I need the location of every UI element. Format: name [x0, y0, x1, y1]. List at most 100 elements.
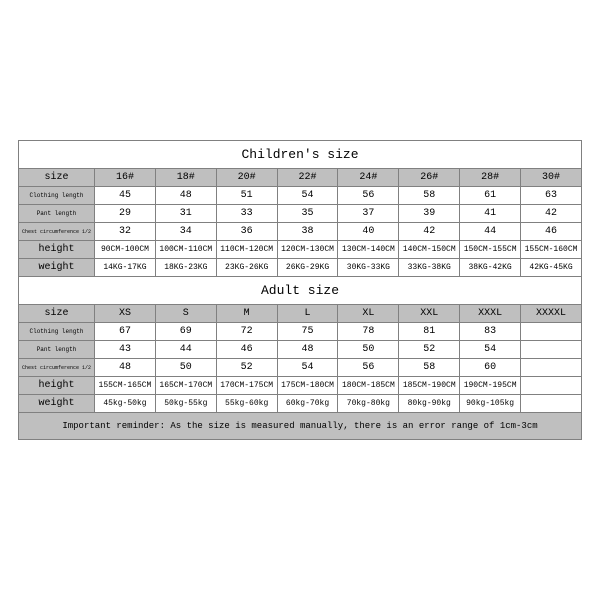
cell: M: [216, 305, 277, 323]
label-clothing: Clothing length: [19, 323, 95, 341]
cell: 72: [216, 323, 277, 341]
cell: 46: [216, 341, 277, 359]
cell: 46: [521, 223, 582, 241]
children-weight-row: weight 14KG-17KG 18KG-23KG 23KG-26KG 26K…: [19, 259, 582, 277]
cell: 26#: [399, 169, 460, 187]
size-chart: Children's size size 16# 18# 20# 22# 24#…: [18, 140, 582, 440]
cell: 185CM-190CM: [399, 377, 460, 395]
cell: 24#: [338, 169, 399, 187]
label-height: height: [19, 241, 95, 259]
cell: 80kg-90kg: [399, 395, 460, 413]
cell: 38KG-42KG: [460, 259, 521, 277]
size-table: Children's size size 16# 18# 20# 22# 24#…: [18, 140, 582, 440]
cell: 39: [399, 205, 460, 223]
cell: 100CM-110CM: [155, 241, 216, 259]
cell: XL: [338, 305, 399, 323]
cell: 56: [338, 359, 399, 377]
cell: 110CM-120CM: [216, 241, 277, 259]
label-size: size: [19, 169, 95, 187]
cell: 130CM-140CM: [338, 241, 399, 259]
cell: 83: [460, 323, 521, 341]
children-size-row: size 16# 18# 20# 22# 24# 26# 28# 30#: [19, 169, 582, 187]
cell: S: [155, 305, 216, 323]
label-weight: weight: [19, 395, 95, 413]
cell: 52: [216, 359, 277, 377]
adult-size-row: size XS S M L XL XXL XXXL XXXXL: [19, 305, 582, 323]
adult-chest-row: Chest circumference 1/2 48 50 52 54 56 5…: [19, 359, 582, 377]
cell: XXXL: [460, 305, 521, 323]
cell: 40: [338, 223, 399, 241]
cell: 50: [338, 341, 399, 359]
children-chest-row: Chest circumference 1/2 32 34 36 38 40 4…: [19, 223, 582, 241]
cell: 18KG-23KG: [155, 259, 216, 277]
cell: 33: [216, 205, 277, 223]
cell: 56: [338, 187, 399, 205]
cell: 14KG-17KG: [95, 259, 156, 277]
cell: 175CM-180CM: [277, 377, 338, 395]
cell: 30KG-33KG: [338, 259, 399, 277]
cell: 18#: [155, 169, 216, 187]
cell: 42KG-45KG: [521, 259, 582, 277]
cell: 48: [155, 187, 216, 205]
adult-title: Adult size: [19, 277, 582, 305]
cell: 35: [277, 205, 338, 223]
cell: 90CM-100CM: [95, 241, 156, 259]
cell: 41: [460, 205, 521, 223]
children-pant-row: Pant length 29 31 33 35 37 39 41 42: [19, 205, 582, 223]
cell: 60kg-70kg: [277, 395, 338, 413]
cell: 54: [277, 187, 338, 205]
cell: 120CM-130CM: [277, 241, 338, 259]
cell: 42: [399, 223, 460, 241]
cell: L: [277, 305, 338, 323]
cell: 45: [95, 187, 156, 205]
label-weight: weight: [19, 259, 95, 277]
cell: 50: [155, 359, 216, 377]
cell: 165CM-170CM: [155, 377, 216, 395]
cell: XS: [95, 305, 156, 323]
note-text: Important reminder: As the size is measu…: [19, 413, 582, 440]
cell: [521, 341, 582, 359]
cell: 42: [521, 205, 582, 223]
cell: 61: [460, 187, 521, 205]
adult-clothing-row: Clothing length 67 69 72 75 78 81 83: [19, 323, 582, 341]
cell: 44: [460, 223, 521, 241]
cell: [521, 323, 582, 341]
adult-weight-row: weight 45kg-50kg 50kg-55kg 55kg-60kg 60k…: [19, 395, 582, 413]
cell: 150CM-155CM: [460, 241, 521, 259]
label-chest: Chest circumference 1/2: [19, 359, 95, 377]
children-height-row: height 90CM-100CM 100CM-110CM 110CM-120C…: [19, 241, 582, 259]
cell: 51: [216, 187, 277, 205]
cell: 78: [338, 323, 399, 341]
cell: 16#: [95, 169, 156, 187]
label-chest: Chest circumference 1/2: [19, 223, 95, 241]
cell: 28#: [460, 169, 521, 187]
cell: 22#: [277, 169, 338, 187]
label-clothing: Clothing length: [19, 187, 95, 205]
cell: 60: [460, 359, 521, 377]
cell: 54: [460, 341, 521, 359]
cell: 170CM-175CM: [216, 377, 277, 395]
children-title: Children's size: [19, 141, 582, 169]
cell: 55kg-60kg: [216, 395, 277, 413]
cell: [521, 359, 582, 377]
cell: [521, 377, 582, 395]
cell: 81: [399, 323, 460, 341]
adult-pant-row: Pant length 43 44 46 48 50 52 54: [19, 341, 582, 359]
cell: 54: [277, 359, 338, 377]
label-pant: Pant length: [19, 205, 95, 223]
cell: 30#: [521, 169, 582, 187]
cell: 29: [95, 205, 156, 223]
cell: 155CM-160CM: [521, 241, 582, 259]
cell: 50kg-55kg: [155, 395, 216, 413]
cell: 70kg-80kg: [338, 395, 399, 413]
cell: 43: [95, 341, 156, 359]
cell: 155CM-165CM: [95, 377, 156, 395]
cell: 23KG-26KG: [216, 259, 277, 277]
cell: 45kg-50kg: [95, 395, 156, 413]
cell: 20#: [216, 169, 277, 187]
cell: 180CM-185CM: [338, 377, 399, 395]
cell: 63: [521, 187, 582, 205]
cell: 58: [399, 359, 460, 377]
children-clothing-row: Clothing length 45 48 51 54 56 58 61 63: [19, 187, 582, 205]
cell: 31: [155, 205, 216, 223]
